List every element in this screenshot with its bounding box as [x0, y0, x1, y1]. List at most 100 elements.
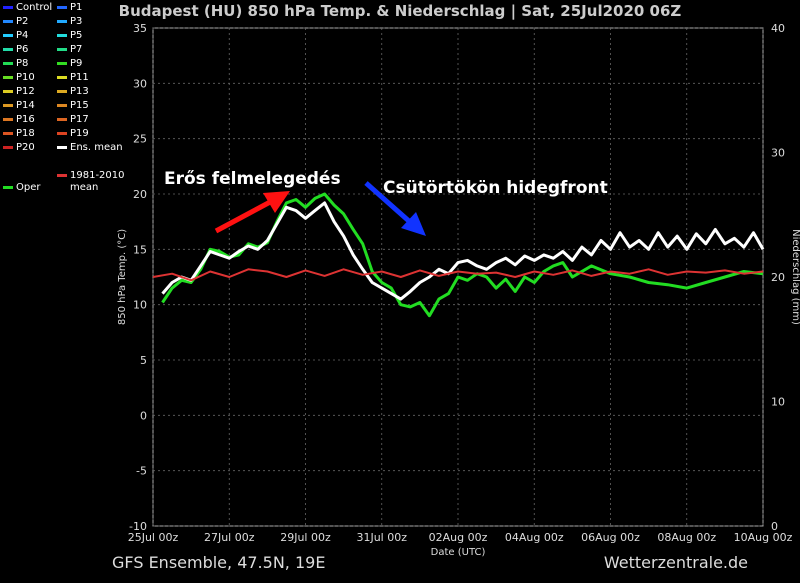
legend-label: 1981-2010 mean: [70, 170, 125, 193]
legend-item: P7: [57, 44, 82, 56]
legend-item: P20: [3, 142, 35, 154]
source-credit: Wetterzentrale.de: [603, 553, 748, 572]
legend-label: P18: [16, 128, 35, 139]
warm-arrow-shaft: [214, 198, 274, 234]
x-tick-label: 10Aug 00z: [734, 531, 793, 544]
cold-arrow-head: [401, 212, 426, 236]
x-tick-label: 04Aug 00z: [505, 531, 564, 544]
legend-item: P14: [3, 100, 35, 112]
y-tick-label: 20: [133, 188, 147, 201]
legend-swatch: [57, 145, 67, 149]
annotation-front: Csütörtökön hidegfront: [383, 178, 608, 198]
legend-label: Ens. mean: [70, 142, 123, 153]
legend-swatch: [3, 33, 13, 37]
x-tick-label: 31Jul 00z: [356, 531, 407, 544]
y2-tick-label: 40: [771, 22, 785, 35]
legend-swatch: [3, 47, 13, 51]
legend-swatch: [3, 117, 13, 121]
legend-item: P1: [57, 2, 82, 14]
legend-label: Oper: [16, 182, 41, 193]
legend-label: P16: [16, 114, 35, 125]
legend-item: 1981-2010 mean: [57, 170, 130, 194]
warm-arrow-head: [263, 191, 290, 213]
legend-swatch: [3, 185, 13, 189]
y-tick-label: 30: [133, 77, 147, 90]
legend-label: P6: [16, 44, 29, 55]
legend-item: P9: [57, 58, 82, 70]
legend-item: Control: [3, 2, 52, 14]
legend-swatch: [57, 5, 67, 9]
y-tick-label: 35: [133, 22, 147, 35]
legend-swatch: [57, 47, 67, 51]
y-tick-label: 15: [133, 243, 147, 256]
chart-title: Budapest (HU) 850 hPa Temp. & Niederschl…: [118, 2, 682, 20]
legend-item: Ens. mean: [57, 142, 123, 154]
legend-item: P13: [57, 86, 89, 98]
legend-label: P15: [70, 100, 89, 111]
legend-item: P6: [3, 44, 28, 56]
y-tick-label: 5: [140, 354, 147, 367]
cold-arrow-shaft: [364, 181, 412, 224]
y2-axis-label: Niederschlag (mm): [790, 229, 800, 325]
legend-item: P10: [3, 72, 35, 84]
legend-swatch: [3, 145, 13, 149]
legend-item: P3: [57, 16, 82, 28]
legend-item: P8: [3, 58, 28, 70]
legend-swatch: [57, 103, 67, 107]
legend-label: P3: [70, 16, 83, 27]
legend-label: P5: [70, 30, 83, 41]
legend-label: P11: [70, 72, 89, 83]
x-tick-label: 25Jul 00z: [128, 531, 179, 544]
legend-label: P12: [16, 86, 35, 97]
legend-swatch: [57, 173, 67, 177]
legend-label: P19: [70, 128, 89, 139]
legend-swatch: [57, 117, 67, 121]
legend-swatch: [57, 33, 67, 37]
legend-label: P13: [70, 86, 89, 97]
annotation-warming: Erős felmelegedés: [164, 169, 341, 189]
legend-label: P17: [70, 114, 89, 125]
x-tick-label: 02Aug 00z: [429, 531, 488, 544]
y2-tick-label: 10: [771, 396, 785, 409]
legend-swatch: [3, 131, 13, 135]
x-tick-label: 27Jul 00z: [204, 531, 255, 544]
y-tick-label: -10: [129, 520, 147, 533]
legend-swatch: [57, 19, 67, 23]
x-axis-label: Date (UTC): [431, 547, 486, 558]
legend-item: P2: [3, 16, 28, 28]
x-tick-label: 06Aug 00z: [581, 531, 640, 544]
series-ens-mean: [161, 201, 765, 301]
legend-item: P16: [3, 114, 35, 126]
y2-tick-label: 30: [771, 147, 785, 160]
legend-label: P4: [16, 30, 29, 41]
legend-swatch: [3, 61, 13, 65]
legend-swatch: [3, 75, 13, 79]
legend-item: P18: [3, 128, 35, 140]
legend-item: P15: [57, 100, 89, 112]
legend-swatch: [3, 5, 13, 9]
model-info: GFS Ensemble, 47.5N, 19E: [112, 553, 326, 572]
legend-label: P14: [16, 100, 35, 111]
y-tick-label: 25: [133, 133, 147, 146]
legend-label: P2: [16, 16, 29, 27]
legend-swatch: [3, 89, 13, 93]
legend-label: P8: [16, 58, 29, 69]
legend-item: P19: [57, 128, 89, 140]
legend-item: Oper: [3, 182, 40, 194]
x-tick-label: 08Aug 00z: [657, 531, 716, 544]
series-1981-2010-mean: [152, 268, 764, 282]
legend-item: P17: [57, 114, 89, 126]
y2-tick-label: 20: [771, 271, 785, 284]
y2-tick-label: 0: [771, 520, 778, 533]
legend-swatch: [3, 103, 13, 107]
legend-label: P9: [70, 58, 83, 69]
legend-swatch: [3, 19, 13, 23]
y-tick-label: -5: [136, 465, 147, 478]
legend-label: P1: [70, 2, 83, 13]
legend-swatch: [57, 131, 67, 135]
legend-item: P12: [3, 86, 35, 98]
y-tick-label: 0: [140, 409, 147, 422]
y-axis-label: 850 hPa Temp. (°C): [117, 229, 128, 325]
legend-label: P20: [16, 142, 35, 153]
